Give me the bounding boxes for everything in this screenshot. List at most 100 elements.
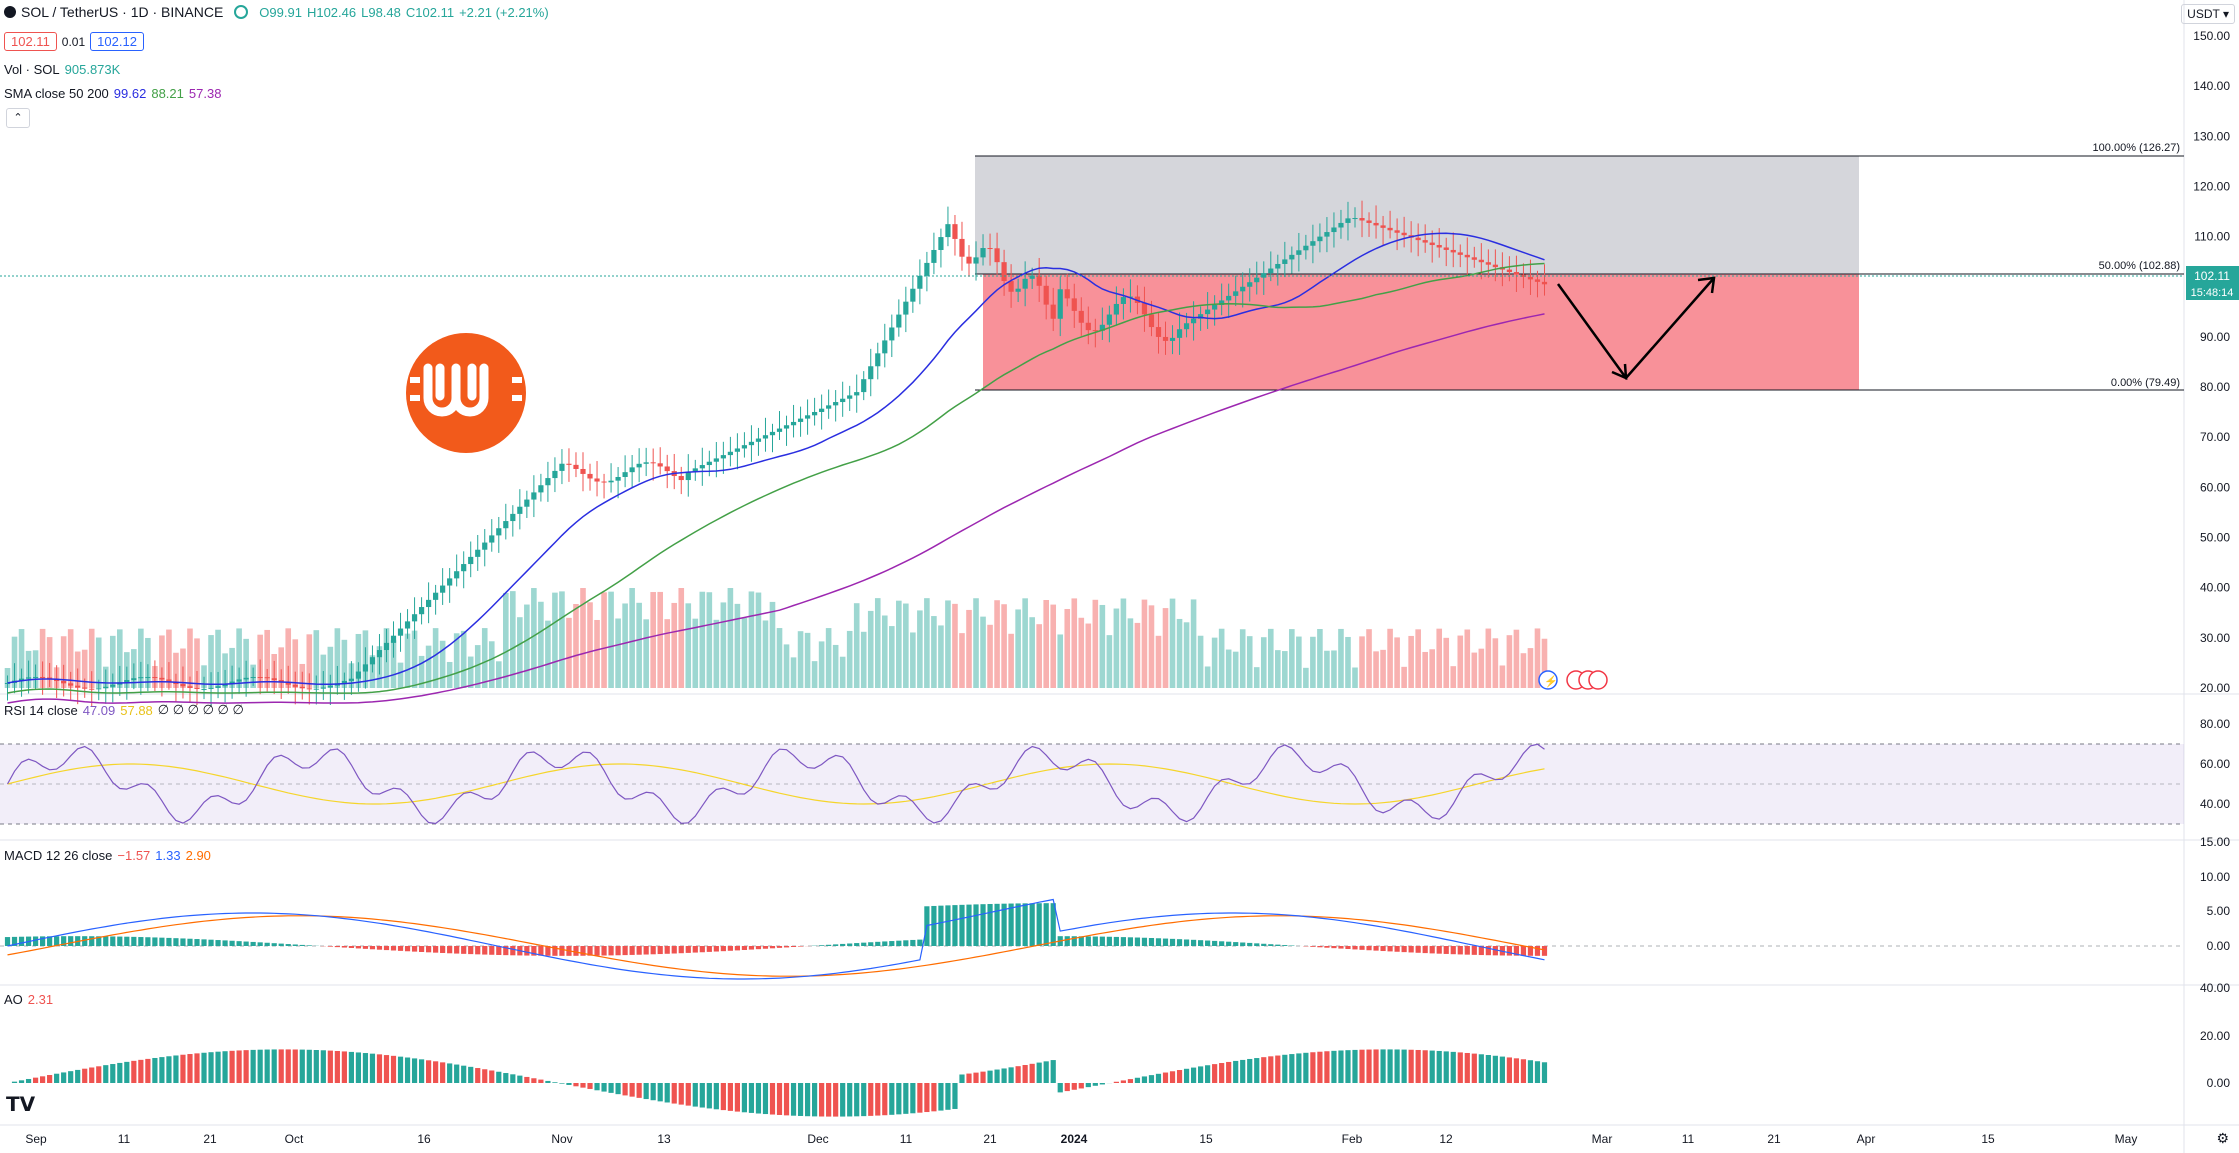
macd-bar (1268, 944, 1274, 946)
volume-bar (1050, 604, 1057, 688)
candle-body (138, 677, 144, 679)
sma-legend[interactable]: SMA close 50 200 99.62 88.21 57.38 (4, 86, 221, 101)
volume-bar (1113, 608, 1120, 688)
macd-bar (622, 946, 628, 956)
ao-bar (18, 1080, 25, 1083)
candle-body (650, 462, 656, 464)
price-axis-label: 130.00 (2193, 129, 2230, 143)
candle-body (1001, 262, 1007, 282)
ao-bar (517, 1075, 523, 1083)
tradingview-logo-icon[interactable]: 𝗧𝗩 (6, 1094, 36, 1116)
ao-bar (1380, 1049, 1386, 1083)
macd-bar (1240, 942, 1246, 946)
candle-body (187, 686, 193, 688)
volume-bar (804, 632, 811, 688)
candle-body (587, 473, 593, 479)
ao-bar (812, 1083, 818, 1117)
macd-bar (769, 946, 776, 949)
ao-bar (1282, 1054, 1288, 1083)
candle-body (615, 476, 621, 481)
candle-body (1064, 289, 1070, 299)
volume-bar (334, 628, 341, 688)
ao-bar (1085, 1083, 1091, 1088)
sell-button[interactable]: 102.11 (4, 32, 57, 51)
volume-bar (138, 628, 144, 688)
macd-bar (1380, 946, 1386, 952)
macd-axis-label: 15.00 (2200, 835, 2230, 849)
volume-bar (1289, 629, 1295, 688)
macd-bar (1078, 936, 1084, 946)
rsi-value: 47.09 (82, 702, 116, 718)
volume-bar (467, 656, 474, 688)
candle-body (552, 470, 558, 479)
candle-body (299, 686, 305, 689)
symbol-title[interactable]: SOL / TetherUS · 1D · BINANCE (21, 4, 224, 20)
ao-bar (152, 1057, 158, 1083)
candle-body (1366, 220, 1372, 223)
ao-bar (1317, 1051, 1323, 1083)
ao-bar (1359, 1049, 1365, 1083)
macd-bar (299, 944, 305, 946)
macd-bar (341, 946, 347, 948)
ao-bar (1492, 1055, 1498, 1083)
candle-body (1380, 225, 1386, 228)
candle-body (1296, 250, 1302, 255)
macd-bar (461, 946, 467, 954)
candle-body (692, 468, 698, 472)
candle-body (1373, 222, 1379, 226)
ao-bar (1415, 1049, 1421, 1083)
candle-body (762, 435, 769, 439)
macd-bar (1043, 903, 1049, 946)
volume-bar (81, 649, 88, 688)
gear-icon[interactable]: ⚙ (2216, 1130, 2229, 1146)
macd-bar (1506, 946, 1512, 956)
ao-bar (418, 1059, 425, 1083)
volume-bar (1022, 598, 1028, 688)
time-axis-label: Sep (25, 1132, 47, 1146)
collapse-legend-button[interactable]: ⌃ (6, 108, 30, 128)
ao-bar (776, 1083, 783, 1115)
candle-body (1268, 268, 1274, 274)
ao-bar (868, 1083, 874, 1116)
ao-bar (468, 1066, 474, 1083)
ao-bar (987, 1070, 993, 1083)
candle-body (952, 224, 958, 239)
ao-bar (573, 1083, 579, 1087)
rsi-legend[interactable]: RSI 14 close 47.09 57.88 ∅ ∅ ∅ ∅ ∅ ∅ (4, 702, 244, 718)
symbol-legend[interactable]: SOL / TetherUS · 1D · BINANCE O99.91 H10… (4, 4, 549, 20)
fib-label-50: 50.00% (102.88) (2099, 260, 2180, 272)
macd-bar (783, 946, 790, 948)
candle-body (124, 680, 130, 683)
volume-bar (713, 619, 720, 688)
currency-selector[interactable]: USDT ▾ (2181, 4, 2235, 24)
candle-body (285, 682, 291, 685)
candle-body (1359, 218, 1365, 221)
candle-body (1513, 272, 1520, 275)
macd-legend[interactable]: MACD 12 26 close −1.57 1.33 2.90 (4, 848, 211, 863)
macd-bar (1534, 946, 1541, 956)
buy-button[interactable]: 102.12 (90, 32, 144, 51)
candle-body (1352, 218, 1358, 220)
candle-body (706, 461, 712, 466)
candle-body (1240, 286, 1246, 292)
ao-bar (1120, 1080, 1126, 1083)
macd-bar (1436, 946, 1442, 954)
volume-legend[interactable]: Vol · SOL 905.873K (4, 62, 120, 77)
ao-bar (257, 1049, 263, 1083)
macd-bar (482, 946, 488, 955)
volume-bar (622, 603, 628, 688)
volume-bar (573, 604, 579, 688)
volume-bar (860, 631, 867, 688)
candle-body (243, 677, 249, 680)
volume-bar (1401, 666, 1407, 688)
rsi-axis-label: 60.00 (2200, 757, 2230, 771)
volume-bar (1001, 604, 1007, 688)
macd-bar (208, 939, 214, 946)
macd-bar (797, 946, 804, 947)
arrow-head-down (1611, 363, 1628, 380)
ao-legend[interactable]: AO 2.31 (4, 992, 53, 1007)
ao-bar (440, 1062, 446, 1083)
candle-body (755, 438, 762, 442)
candle-body (833, 402, 839, 406)
